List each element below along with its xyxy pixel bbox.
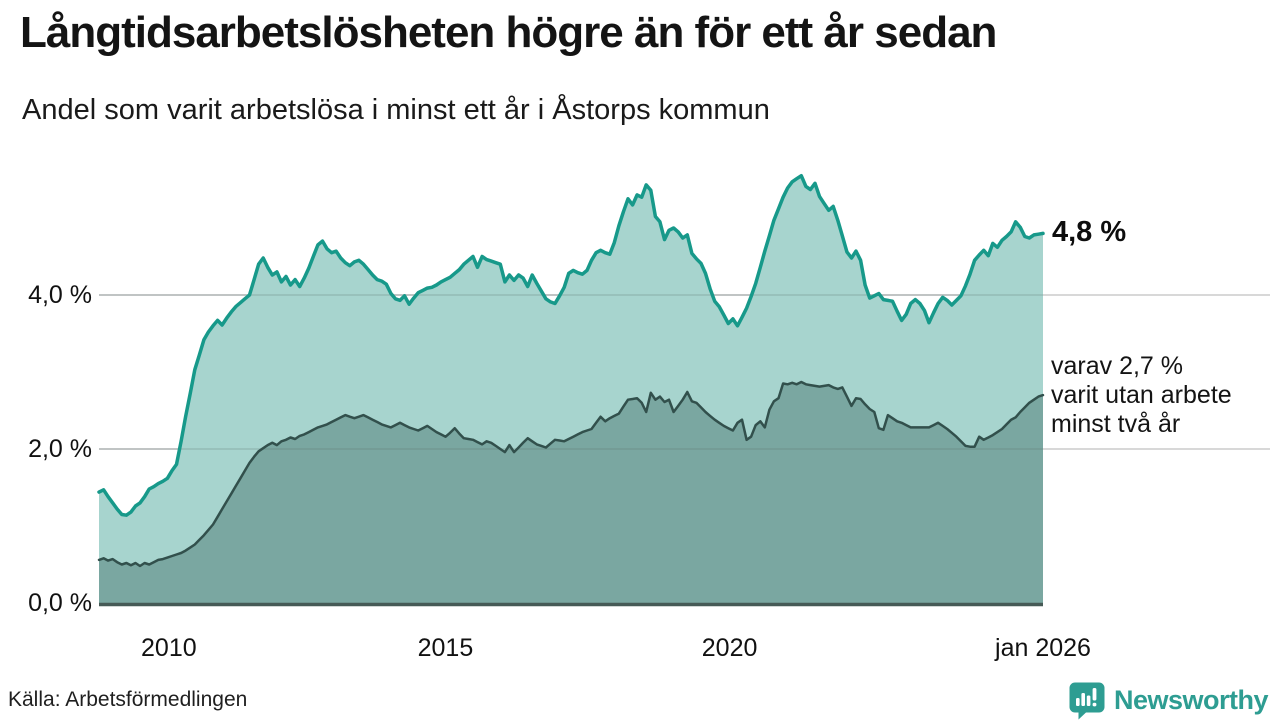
gridlines-overlay [99,294,1043,450]
page-subtitle: Andel som varit arbetslösa i minst ett å… [22,94,770,126]
x-tick-jan-2026: jan 2026 [995,634,1091,662]
series2-annotation: varav 2,7 % varit utan arbete minst två … [1051,352,1276,439]
source-credit: Källa: Arbetsförmedlingen [8,688,248,711]
newsworthy-logo-icon [1069,682,1105,719]
y-tick-0: 0,0 % [28,589,92,617]
y-tick-4: 4,0 % [28,281,92,309]
newsworthy-logo: Newsworthy [1068,680,1269,720]
y-tick-2: 2,0 % [28,435,92,463]
line-unemployed-one-year [97,173,1045,517]
x-tick-2010: 2010 [141,634,197,662]
line-unemployed-two-years [97,380,1045,568]
page-title: Långtidsarbetslösheten högre än för ett … [20,8,997,57]
area-unemployed-two-years [99,382,1043,603]
newsworthy-logo-text: Newsworthy [1113,684,1269,715]
x-tick-2015: 2015 [417,634,474,662]
series2-annotation-line2: varit utan arbete [1051,381,1232,409]
series2-annotation-line1: varav 2,7 % [1051,352,1184,380]
x-tick-2020: 2020 [701,634,758,662]
series1-end-value-label: 4,8 % [1052,216,1127,248]
series2-annotation-line3: minst två år [1051,410,1181,438]
